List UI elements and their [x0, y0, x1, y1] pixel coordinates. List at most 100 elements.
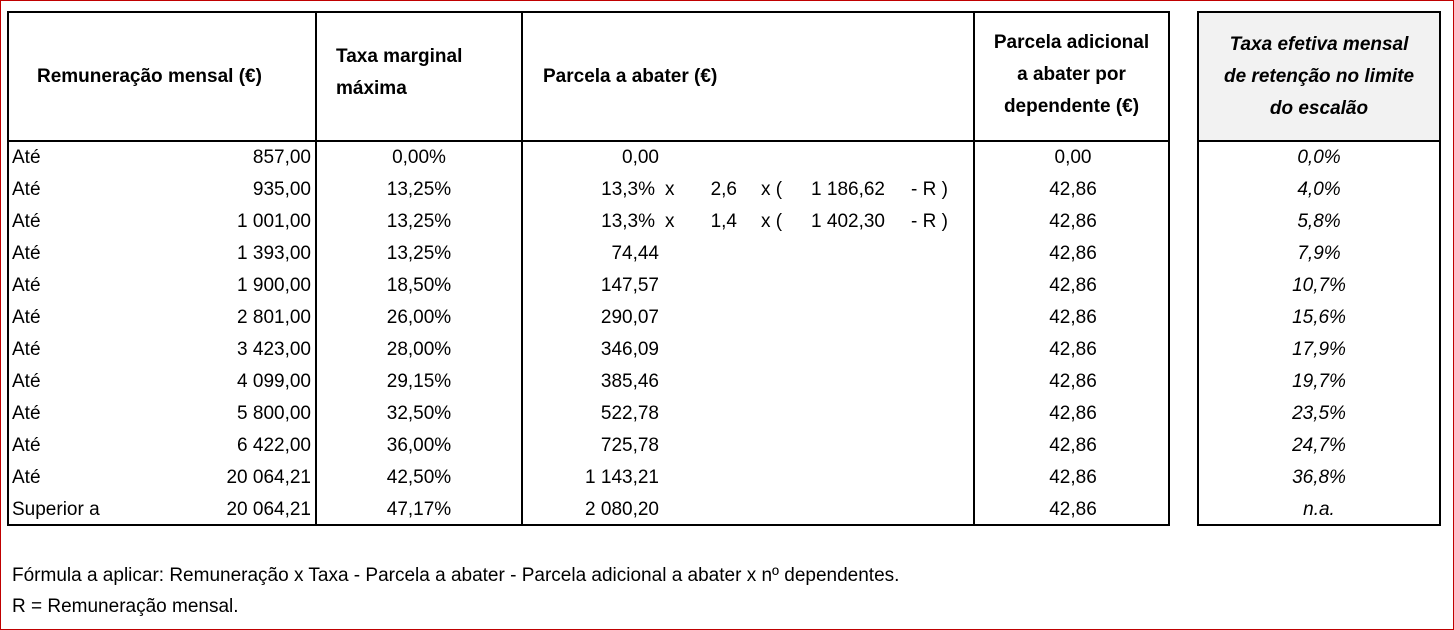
table-row: Até 1 001,00 13,25% 13,3% x 1,4 x (1 402,30 - R… — [9, 206, 1168, 238]
header-taxa-efetiva: Taxa efetiva mensal de retenção no limit… — [1199, 13, 1439, 140]
withholding-table: Remuneração mensal (€) Taxa marginal máx… — [7, 11, 1170, 526]
remuneracao-value: 4 099,00 — [237, 371, 311, 392]
row-label: Superior a — [12, 499, 100, 520]
remuneracao-value: 2 801,00 — [237, 307, 311, 328]
effective-rate-table: Taxa efetiva mensal de retenção no limit… — [1197, 11, 1441, 526]
formula-close: - R ) — [911, 179, 948, 200]
row-label: Até — [12, 467, 41, 488]
parcela-adicional-value: 42,86 — [1049, 275, 1097, 296]
remuneracao-value: 935,00 — [252, 179, 311, 200]
table-row: Até 935,00 13,25% 13,3% x 2,6 x (1 186,62 - R )… — [9, 174, 1168, 206]
header-adicional-line1: Parcela adicional — [993, 31, 1150, 53]
taxa-marginal-value: 26,00% — [386, 307, 452, 328]
header-divider — [9, 140, 1168, 142]
table-row: Superior a 20 064,21 47,17% 2 080,20 42,86 — [9, 494, 1168, 526]
formula-value: 1 402,30 — [811, 211, 885, 232]
table-row: Até 2 801,00 26,00% 290,07 42,86 — [9, 302, 1168, 334]
table-row: Até 3 423,00 28,00% 346,09 42,86 — [9, 334, 1168, 366]
header-adicional-line2: a abater por — [1017, 63, 1126, 85]
header-taxa-line2: máxima — [336, 77, 407, 99]
parcela-adicional-value: 42,86 — [1049, 211, 1097, 232]
taxa-efetiva-value: 7,9% — [1297, 243, 1341, 264]
taxa-efetiva-value: 17,9% — [1292, 339, 1346, 360]
taxa-efetiva-value: 0,0% — [1297, 147, 1341, 168]
parcela-adicional-value: 0,00 — [1054, 147, 1092, 168]
column-divider — [521, 13, 523, 524]
header-taxa-line1: Taxa marginal — [336, 45, 463, 67]
taxa-efetiva-value: 15,6% — [1292, 307, 1346, 328]
parcela-adicional-value: 42,86 — [1049, 435, 1097, 456]
parcela-value: 1 143,21 — [585, 467, 659, 488]
taxa-marginal-value: 13,25% — [386, 179, 452, 200]
row-label: Até — [12, 403, 41, 424]
taxa-marginal-value: 0,00% — [392, 147, 446, 168]
taxa-efetiva-value: n.a. — [1303, 499, 1335, 520]
header-efetiva-label: Taxa efetiva mensal de retenção no limit… — [1224, 29, 1414, 125]
row-label: Até — [12, 435, 41, 456]
header-parcela: Parcela a abater (€) — [543, 13, 943, 140]
row-label: Até — [12, 339, 41, 360]
table-row: Até 4 099,00 29,15% 385,46 42,86 — [9, 366, 1168, 398]
table-row: 5,8% — [1199, 206, 1439, 238]
parcela-value: 385,46 — [600, 371, 659, 392]
formula-open: x ( — [761, 179, 783, 200]
header-parcela-label: Parcela a abater (€) — [543, 65, 718, 87]
header-taxa-marginal: Taxa marginal máxima — [336, 9, 516, 136]
parcela-adicional-value: 42,86 — [1049, 339, 1097, 360]
formula-open: x ( — [761, 211, 783, 232]
header-adicional-line3: dependente (€) — [1003, 95, 1140, 117]
header-efetiva-line1: Taxa efetiva mensal — [1229, 33, 1409, 55]
parcela-rate: 13,3% — [601, 211, 655, 232]
taxa-marginal-value: 36,00% — [386, 435, 452, 456]
taxa-efetiva-value: 24,7% — [1292, 435, 1346, 456]
row-label: Até — [12, 307, 41, 328]
row-label: Até — [12, 147, 41, 168]
table-row: Até 1 393,00 13,25% 74,44 42,86 — [9, 238, 1168, 270]
table-row: 7,9% — [1199, 238, 1439, 270]
parcela-adicional-value: 42,86 — [1049, 467, 1097, 488]
taxa-marginal-value: 42,50% — [386, 467, 452, 488]
row-label: Até — [12, 275, 41, 296]
remuneracao-value: 1 900,00 — [237, 275, 311, 296]
parcela-adicional-value: 42,86 — [1049, 243, 1097, 264]
taxa-efetiva-value: 19,7% — [1292, 371, 1346, 392]
formula-times: x — [665, 211, 675, 232]
parcela-rate: 13,3% — [601, 179, 655, 200]
table-row: Até 20 064,21 42,50% 1 143,21 42,86 — [9, 462, 1168, 494]
header-remuneracao-label: Remuneração mensal (€) — [37, 65, 262, 87]
table-row: 19,7% — [1199, 366, 1439, 398]
parcela-value: 725,78 — [600, 435, 659, 456]
parcela-adicional-value: 42,86 — [1049, 179, 1097, 200]
remuneracao-value: 1 001,00 — [237, 211, 311, 232]
parcela-value: 346,09 — [600, 339, 659, 360]
taxa-efetiva-value: 4,0% — [1297, 179, 1341, 200]
header-divider — [1199, 140, 1439, 142]
remuneracao-value: 6 422,00 — [237, 435, 311, 456]
taxa-marginal-value: 13,25% — [386, 211, 452, 232]
remuneracao-value: 1 393,00 — [237, 243, 311, 264]
parcela-value: 290,07 — [600, 307, 659, 328]
parcela-adicional-value: 42,86 — [1049, 371, 1097, 392]
r-definition-note: R = Remuneração mensal. — [12, 596, 239, 617]
taxa-marginal-value: 47,17% — [386, 499, 452, 520]
formula-note: Fórmula a aplicar: Remuneração x Taxa - … — [12, 565, 900, 586]
table-row: Até 5 800,00 32,50% 522,78 42,86 — [9, 398, 1168, 430]
table-row: 10,7% — [1199, 270, 1439, 302]
header-parcela-adicional: Parcela adicional a abater por dependent… — [975, 11, 1168, 138]
table-row: Até 6 422,00 36,00% 725,78 42,86 — [9, 430, 1168, 462]
parcela-value: 2 080,20 — [585, 499, 659, 520]
formula-times: x — [665, 179, 675, 200]
taxa-marginal-value: 29,15% — [386, 371, 452, 392]
taxa-efetiva-value: 5,8% — [1297, 211, 1341, 232]
row-label: Até — [12, 243, 41, 264]
taxa-marginal-value: 32,50% — [386, 403, 452, 424]
formula-multiplier: 1,4 — [710, 211, 737, 232]
parcela-adicional-value: 42,86 — [1049, 307, 1097, 328]
parcela-value: 0,00 — [622, 147, 659, 168]
formula-close: - R ) — [911, 211, 948, 232]
remuneracao-value: 20 064,21 — [226, 499, 311, 520]
table-row: 4,0% — [1199, 174, 1439, 206]
row-label: Até — [12, 179, 41, 200]
remuneracao-value: 5 800,00 — [237, 403, 311, 424]
table-row: 0,0% — [1199, 142, 1439, 174]
